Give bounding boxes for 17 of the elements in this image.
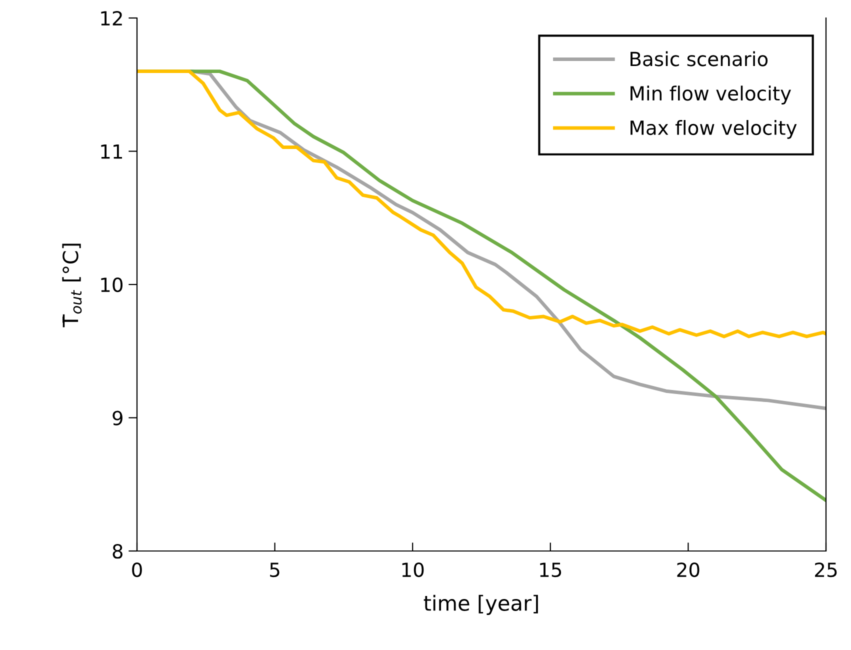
x-axis-title: time [year] (424, 594, 538, 615)
legend-label: Basic scenario (630, 51, 768, 66)
y-tick-label: 11 (101, 144, 122, 159)
y-tick-label: 10 (101, 277, 123, 292)
y-tick-label: 9 (112, 410, 122, 426)
y-tick-label: 8 (112, 544, 122, 559)
x-tick-label: 15 (540, 562, 562, 578)
x-tick-label: 0 (132, 562, 142, 578)
line-series (137, 70, 826, 338)
legend-label: Max flow velocity (630, 120, 797, 139)
y-tick-label: 12 (101, 10, 122, 26)
legend-label: Min flow velocity (630, 86, 791, 104)
x-tick-label: 5 (270, 562, 280, 578)
x-tick-label: 20 (677, 562, 700, 578)
y-axis-title: T̄$_{out}$ [°C] (62, 244, 82, 328)
x-tick-label: 10 (402, 562, 424, 578)
x-tick-label: 25 (815, 562, 837, 578)
